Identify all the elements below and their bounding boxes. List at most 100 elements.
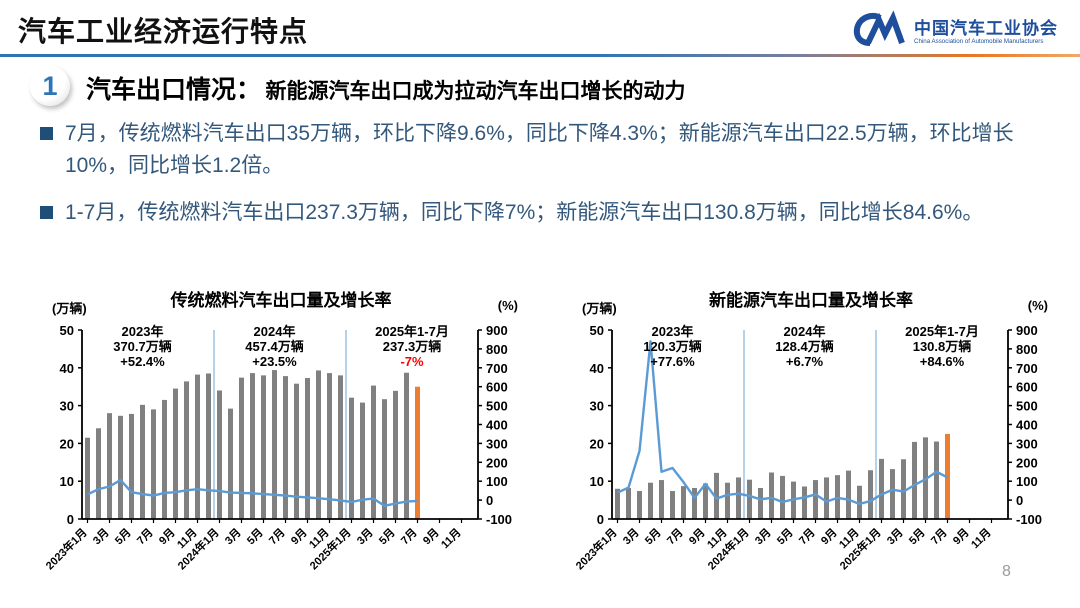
- svg-text:300: 300: [1016, 436, 1038, 451]
- svg-text:30: 30: [60, 399, 74, 414]
- svg-text:9月: 9月: [950, 526, 971, 547]
- svg-text:5月: 5月: [642, 526, 663, 547]
- svg-text:457.4万辆: 457.4万辆: [245, 339, 304, 354]
- svg-text:100: 100: [1016, 474, 1038, 489]
- section-heading-sub: 新能源汽车出口成为拉动汽车出口增长的动力: [265, 80, 686, 103]
- caam-logo: 中国汽车工业协会 China Association of Automobile…: [852, 10, 1058, 55]
- page-number: 8: [1002, 563, 1011, 580]
- ev-export-chart: 0 10 20 30 40 50 900 800 700 600 500 400 300 200 100 0 -…: [556, 272, 1066, 597]
- svg-text:5月: 5月: [244, 526, 265, 547]
- fuel-chart-title: 传统燃料汽车出口量及增长率: [170, 291, 392, 310]
- svg-text:900: 900: [1016, 323, 1038, 338]
- svg-text:0: 0: [67, 512, 74, 527]
- svg-text:120.3万辆: 120.3万辆: [643, 339, 702, 354]
- svg-text:30: 30: [590, 399, 604, 414]
- svg-text:40: 40: [590, 361, 604, 376]
- svg-text:3月: 3月: [884, 526, 905, 547]
- svg-text:3月: 3月: [222, 526, 243, 547]
- svg-text:400: 400: [486, 418, 508, 433]
- logo-org-name-en: China Association of Automobile Manufact…: [914, 38, 1044, 46]
- svg-text:0: 0: [1016, 493, 1023, 508]
- bullet-text: 7月，传统燃料汽车出口35万辆，环比下降9.6%，同比下降4.3%；新能源汽车出…: [65, 122, 1014, 177]
- svg-text:5月: 5月: [112, 526, 133, 547]
- ev-chart-right-axis-unit: (%): [1027, 298, 1048, 313]
- bullet-item: 1-7月，传统燃料汽车出口237.3万辆，同比下降7%；新能源汽车出口130.8…: [40, 197, 1050, 229]
- fuel-export-chart-canvas: 0 10 20 30 40 50 900 800 700 600 500 400 300 200 100 0 -…: [43, 323, 512, 572]
- svg-text:800: 800: [486, 342, 508, 357]
- svg-text:10: 10: [590, 474, 604, 489]
- ev-export-chart-canvas: 0 10 20 30 40 50 900 800 700 600 500 400 300 200 100 0 -…: [573, 323, 1042, 572]
- svg-text:900: 900: [486, 323, 508, 338]
- svg-text:130.8万辆: 130.8万辆: [913, 339, 972, 354]
- svg-text:2023年: 2023年: [652, 324, 694, 339]
- svg-text:3月: 3月: [620, 526, 641, 547]
- ev-chart-left-axis-unit: (万辆): [582, 301, 617, 316]
- svg-text:20: 20: [60, 436, 74, 451]
- svg-text:7月: 7月: [398, 526, 419, 547]
- svg-text:2024年: 2024年: [254, 324, 296, 339]
- svg-text:2025年1-7月: 2025年1-7月: [905, 324, 979, 339]
- svg-text:50: 50: [60, 323, 74, 338]
- fuel-chart-left-axis-unit: (万辆): [52, 301, 87, 316]
- svg-text:9月: 9月: [288, 526, 309, 547]
- caam-logo-mark-icon: [852, 10, 906, 55]
- fuel-chart-right-axis-unit: (%): [497, 298, 518, 313]
- svg-text:+52.4%: +52.4%: [120, 354, 165, 369]
- svg-text:0: 0: [597, 512, 604, 527]
- svg-text:237.3万辆: 237.3万辆: [383, 339, 442, 354]
- fuel-export-chart: 0 10 20 30 40 50 900 800 700 600 500 400 300 200 100 0 -…: [26, 272, 536, 597]
- svg-text:9月: 9月: [818, 526, 839, 547]
- svg-text:600: 600: [486, 380, 508, 395]
- svg-text:5月: 5月: [774, 526, 795, 547]
- svg-text:11月: 11月: [968, 526, 993, 551]
- svg-text:3月: 3月: [752, 526, 773, 547]
- svg-text:128.4万辆: 128.4万辆: [775, 339, 834, 354]
- section-heading-main: 汽车出口情况：: [86, 76, 262, 104]
- svg-text:+77.6%: +77.6%: [650, 354, 695, 369]
- page-title: 汽车工业经济运行特点: [18, 16, 309, 47]
- svg-text:10: 10: [60, 474, 74, 489]
- svg-text:100: 100: [486, 474, 508, 489]
- svg-text:3月: 3月: [354, 526, 375, 547]
- svg-text:400: 400: [1016, 418, 1038, 433]
- bullet-text: 1-7月，传统燃料汽车出口237.3万辆，同比下降7%；新能源汽车出口130.8…: [65, 201, 984, 224]
- svg-text:500: 500: [1016, 399, 1038, 414]
- svg-text:0: 0: [486, 493, 493, 508]
- logo-org-name: 中国汽车工业协会: [914, 18, 1058, 38]
- svg-text:40: 40: [60, 361, 74, 376]
- svg-text:2023年1月: 2023年1月: [573, 525, 620, 572]
- svg-text:7月: 7月: [664, 526, 685, 547]
- ev-chart-title: 新能源汽车出口量及增长率: [709, 291, 913, 310]
- svg-text:200: 200: [1016, 455, 1038, 470]
- svg-text:300: 300: [486, 436, 508, 451]
- bullet-square-icon: [40, 127, 53, 140]
- svg-text:600: 600: [1016, 380, 1038, 395]
- svg-text:7月: 7月: [134, 526, 155, 547]
- svg-text:20: 20: [590, 436, 604, 451]
- svg-text:800: 800: [1016, 342, 1038, 357]
- bullet-item: 7月，传统燃料汽车出口35万辆，环比下降9.6%，同比下降4.3%；新能源汽车出…: [40, 118, 1050, 181]
- section-number-badge: 1: [30, 66, 70, 106]
- svg-text:9月: 9月: [686, 526, 707, 547]
- svg-text:2024年: 2024年: [784, 324, 826, 339]
- svg-text:9月: 9月: [156, 526, 177, 547]
- svg-text:+6.7%: +6.7%: [786, 354, 824, 369]
- svg-text:370.7万辆: 370.7万辆: [113, 339, 172, 354]
- svg-text:500: 500: [486, 399, 508, 414]
- svg-text:200: 200: [486, 455, 508, 470]
- svg-text:700: 700: [1016, 361, 1038, 376]
- svg-text:+23.5%: +23.5%: [252, 354, 297, 369]
- svg-text:700: 700: [486, 361, 508, 376]
- section-heading: 汽车出口情况： 新能源汽车出口成为拉动汽车出口增长的动力: [86, 70, 685, 106]
- svg-text:5月: 5月: [906, 526, 927, 547]
- svg-text:-100: -100: [486, 512, 512, 527]
- svg-text:-100: -100: [1016, 512, 1042, 527]
- svg-text:7月: 7月: [796, 526, 817, 547]
- svg-text:2023年: 2023年: [122, 324, 164, 339]
- svg-text:9月: 9月: [420, 526, 441, 547]
- svg-text:7月: 7月: [928, 526, 949, 547]
- svg-text:3月: 3月: [90, 526, 111, 547]
- bullet-square-icon: [40, 206, 53, 219]
- bullet-list: 7月，传统燃料汽车出口35万辆，环比下降9.6%，同比下降4.3%；新能源汽车出…: [40, 118, 1050, 245]
